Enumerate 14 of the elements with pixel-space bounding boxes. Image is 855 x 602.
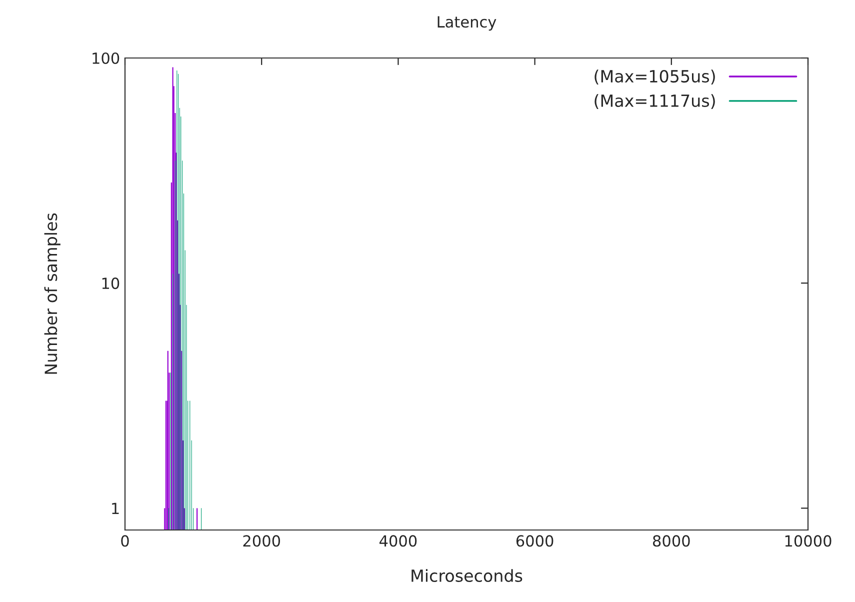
x-tick-label: 4000 [380, 535, 417, 547]
chart-title: Latency [438, 16, 496, 31]
y-tick-label: 1 [112, 502, 119, 514]
y-tick-label: 100 [92, 52, 120, 64]
x-axis-title: Microseconds [412, 569, 522, 582]
x-tick-label: 10000 [785, 535, 832, 547]
legend-label: (Max=1055us) [594, 70, 715, 85]
y-tick-label: 10 [102, 278, 120, 290]
x-tick-label: 8000 [652, 535, 690, 547]
y-axis-title: Number of samples [44, 213, 60, 374]
x-tick-label: 6000 [516, 535, 554, 547]
x-tick-label: 2000 [243, 535, 280, 547]
x-tick-label: 0 [121, 535, 129, 547]
legend-label: (Max=1117us) [594, 94, 715, 109]
